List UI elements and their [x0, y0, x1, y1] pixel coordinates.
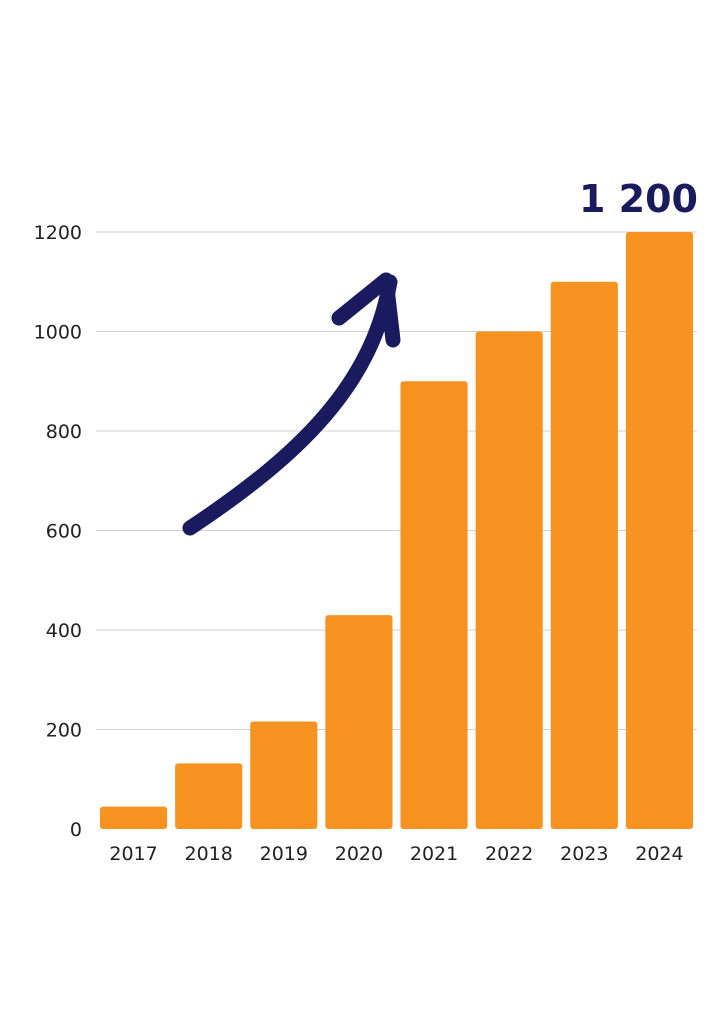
- bar-2021: [400, 381, 468, 829]
- x-category-label: 2022: [485, 843, 533, 865]
- y-tick-label: 600: [46, 521, 82, 543]
- x-category-label: 2017: [109, 843, 157, 865]
- x-category-label: 2024: [635, 843, 683, 865]
- y-axis-tick-labels: 0 200 400 600 800 1000 1200: [34, 222, 82, 841]
- y-tick-label: 800: [46, 421, 82, 443]
- y-tick-label: 1000: [34, 322, 82, 344]
- x-category-label: 2023: [560, 843, 608, 865]
- bar-2022: [475, 331, 543, 829]
- y-tick-label: 1200: [34, 222, 82, 244]
- bar-2020: [325, 615, 393, 829]
- trend-arrow-head-icon: [331, 272, 401, 348]
- x-category-label: 2018: [185, 843, 233, 865]
- x-category-label: 2019: [260, 843, 308, 865]
- bar-2019: [250, 721, 318, 829]
- x-category-label: 2020: [335, 843, 383, 865]
- bar-2024: [625, 232, 693, 829]
- y-tick-label: 200: [46, 720, 82, 742]
- x-category-label: 2021: [410, 843, 458, 865]
- y-tick-label: 400: [46, 620, 82, 642]
- bar-2017: [100, 806, 168, 829]
- trend-arrow-shaft: [182, 274, 398, 536]
- bar-2018: [175, 763, 243, 829]
- trend-arrow: [182, 272, 401, 536]
- highlight-value-label: 1 200: [579, 177, 698, 221]
- bars: [100, 232, 693, 829]
- bar-2023: [550, 281, 618, 829]
- y-tick-label: 0: [70, 819, 82, 841]
- x-axis-category-labels: 2017 2018 2019 2020 2021 2022 2023 2024: [109, 843, 683, 865]
